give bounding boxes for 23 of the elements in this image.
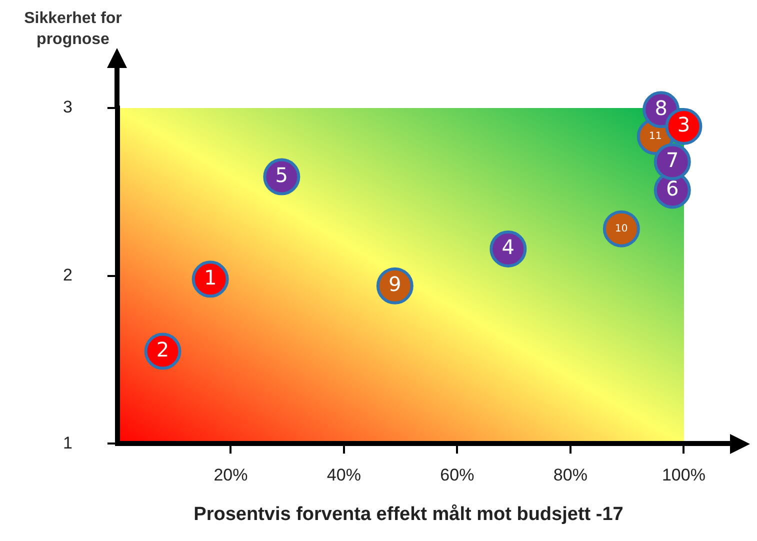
annotation: 6	[666, 176, 679, 200]
x-tick-label: 100%	[662, 465, 706, 484]
annotation: 9	[388, 272, 402, 296]
annotation: 2	[156, 338, 170, 362]
x-axis-title: Prosentvis forventa effekt målt mot budsjett -17	[192, 504, 624, 526]
y-axis-title: Sikkerhet for prognose	[23, 9, 123, 50]
point	[192, 260, 229, 298]
annotation: 1	[204, 265, 217, 290]
annotation: 11	[649, 131, 662, 142]
annotation: 8	[654, 96, 668, 120]
x-tick-label: 80%	[553, 465, 588, 484]
x-tick-label: 20%	[214, 465, 248, 484]
annotation: 5	[275, 163, 288, 187]
y-tick-label: 3	[62, 98, 72, 117]
y-tick-label: 2	[62, 265, 72, 284]
x-tick-label: 60%	[440, 465, 474, 484]
annotation: 7	[666, 148, 679, 172]
annotation: 4	[502, 235, 515, 260]
x-tick-label: 40%	[326, 465, 361, 484]
annotation: 3	[677, 112, 690, 137]
point	[602, 210, 640, 248]
annotation: 10	[615, 223, 628, 234]
y-tick-label: 1	[62, 433, 72, 452]
